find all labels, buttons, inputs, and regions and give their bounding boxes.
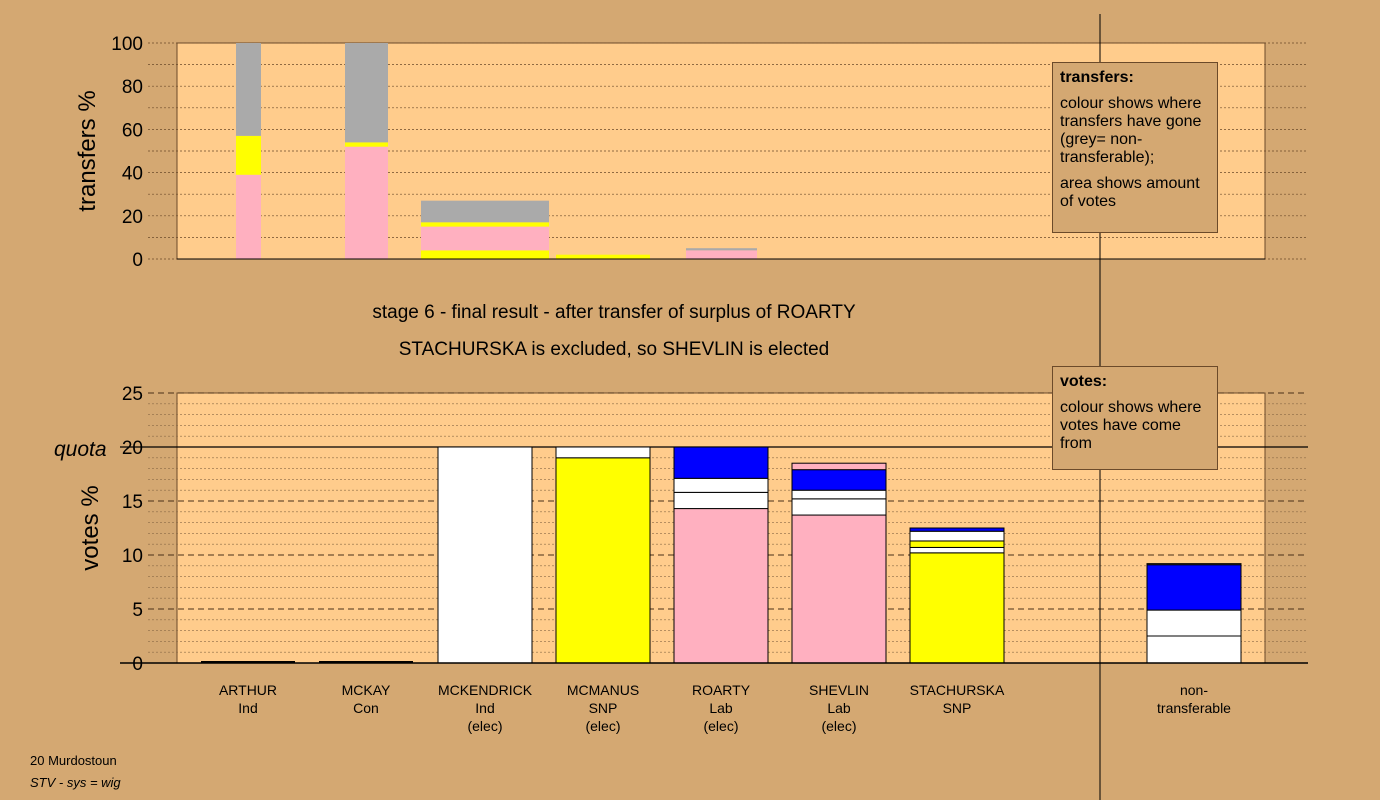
- vote-bar-segment: [909, 552, 1005, 664]
- candidate-label: non-: [1180, 682, 1208, 698]
- candidate-label: Lab: [827, 700, 851, 716]
- candidate-label: (elec): [703, 718, 738, 734]
- vote-bar-segment: [673, 508, 769, 664]
- votes-tick-label: 25: [122, 384, 143, 405]
- transfer-bar-segment: [345, 43, 388, 143]
- vote-bar-segment: [791, 514, 887, 664]
- candidate-label: MCMANUS: [567, 682, 639, 698]
- votes-tick-label: 10: [122, 546, 143, 567]
- candidate-label: SHEVLIN: [809, 682, 869, 698]
- votes-chart: 0 5 10 15 20 25 ARTHUR Ind MCKAY Con MCKENDRICK Ind…: [120, 384, 1308, 734]
- transfers-legend: transfers: colour shows where transfers …: [1052, 62, 1218, 233]
- candidate-label: (elec): [585, 718, 620, 734]
- votes-tick-label: 0: [132, 654, 143, 675]
- transfer-bar-segment: [236, 135, 261, 175]
- candidate-label: Con: [353, 700, 379, 716]
- candidate-label: SNP: [943, 700, 972, 716]
- transfers-tick-label: 60: [122, 120, 143, 141]
- vote-bar-segment: [791, 489, 887, 500]
- candidate-label: ARTHUR: [219, 682, 277, 698]
- transfer-bar-segment: [236, 43, 261, 136]
- transfers-tick-label: 40: [122, 164, 143, 185]
- candidate-label: transferable: [1157, 700, 1231, 716]
- transfer-bar-segment: [236, 174, 261, 259]
- transfer-bar-segment: [421, 226, 549, 251]
- transfers-tick-label: 80: [122, 77, 143, 98]
- quota-label: quota: [54, 438, 107, 461]
- candidate-label: ROARTY: [692, 682, 751, 698]
- transfers-legend-text-2: area shows amount of votes: [1060, 175, 1200, 210]
- transfer-bar-segment: [556, 254, 650, 259]
- vote-bar-segment: [555, 457, 651, 664]
- vote-bar-segment: [555, 446, 651, 459]
- transfers-tick-label: 20: [122, 207, 143, 228]
- transfer-bar-segment: [345, 142, 388, 147]
- caption-line-2: STACHURSKA is excluded, so SHEVLIN is el…: [399, 339, 830, 360]
- candidate-label: MCKAY: [342, 682, 391, 698]
- candidate-label: Ind: [475, 700, 494, 716]
- candidate-label: SNP: [589, 700, 618, 716]
- vote-bar-segment: [1146, 609, 1242, 637]
- vote-bar-segment: [1146, 563, 1242, 566]
- vote-bar-segment: [791, 462, 887, 471]
- transfer-bar-segment: [421, 200, 549, 223]
- transfers-legend-text-1: colour shows where transfers have gone (…: [1060, 95, 1202, 166]
- votes-tick-label: 5: [132, 600, 143, 621]
- votes-legend: votes: colour shows where votes have com…: [1052, 366, 1218, 470]
- votes-tick-label: 20: [122, 438, 143, 459]
- vote-bar-segment: [791, 469, 887, 491]
- vote-bar-segment: [673, 446, 769, 479]
- candidate-label: STACHURSKA: [910, 682, 1005, 698]
- votes-legend-text: colour shows where votes have come from: [1060, 399, 1202, 452]
- candidate-label: Lab: [709, 700, 733, 716]
- vote-bar-segment: [673, 477, 769, 493]
- vote-bar-segment: [673, 491, 769, 510]
- vote-bar-segment: [909, 530, 1005, 542]
- vote-bar-segment: [1146, 564, 1242, 611]
- transfer-bar-segment: [421, 222, 549, 227]
- transfer-bar-segment: [345, 146, 388, 259]
- candidate-label: (elec): [467, 718, 502, 734]
- transfers-legend-title: transfers:: [1060, 69, 1134, 86]
- vote-bar-segment: [909, 546, 1005, 554]
- candidate-label: MCKENDRICK: [438, 682, 533, 698]
- vote-bar-segment: [437, 446, 533, 664]
- candidate-label: (elec): [821, 718, 856, 734]
- transfer-bar-segment: [686, 248, 757, 251]
- transfer-bar-segment: [421, 250, 549, 259]
- vote-bar-segment: [1146, 635, 1242, 664]
- votes-axis-title: votes %: [77, 485, 104, 570]
- candidate-label: Ind: [238, 700, 257, 716]
- caption-line-1: stage 6 - final result - after transfer …: [372, 302, 856, 323]
- transfers-tick-label: 0: [132, 250, 143, 271]
- votes-legend-title: votes:: [1060, 373, 1108, 390]
- transfers-tick-label: 100: [111, 34, 143, 55]
- vote-bar-segment: [909, 540, 1005, 548]
- footer-system: STV - sys = wig: [30, 775, 121, 790]
- footer-constituency: 20 Murdostoun: [30, 753, 117, 768]
- transfers-axis-title: transfers %: [74, 90, 101, 211]
- vote-bar-segment: [909, 527, 1005, 532]
- vote-bar-segment: [791, 498, 887, 516]
- transfer-bar-segment: [686, 250, 757, 259]
- votes-tick-label: 15: [122, 492, 143, 513]
